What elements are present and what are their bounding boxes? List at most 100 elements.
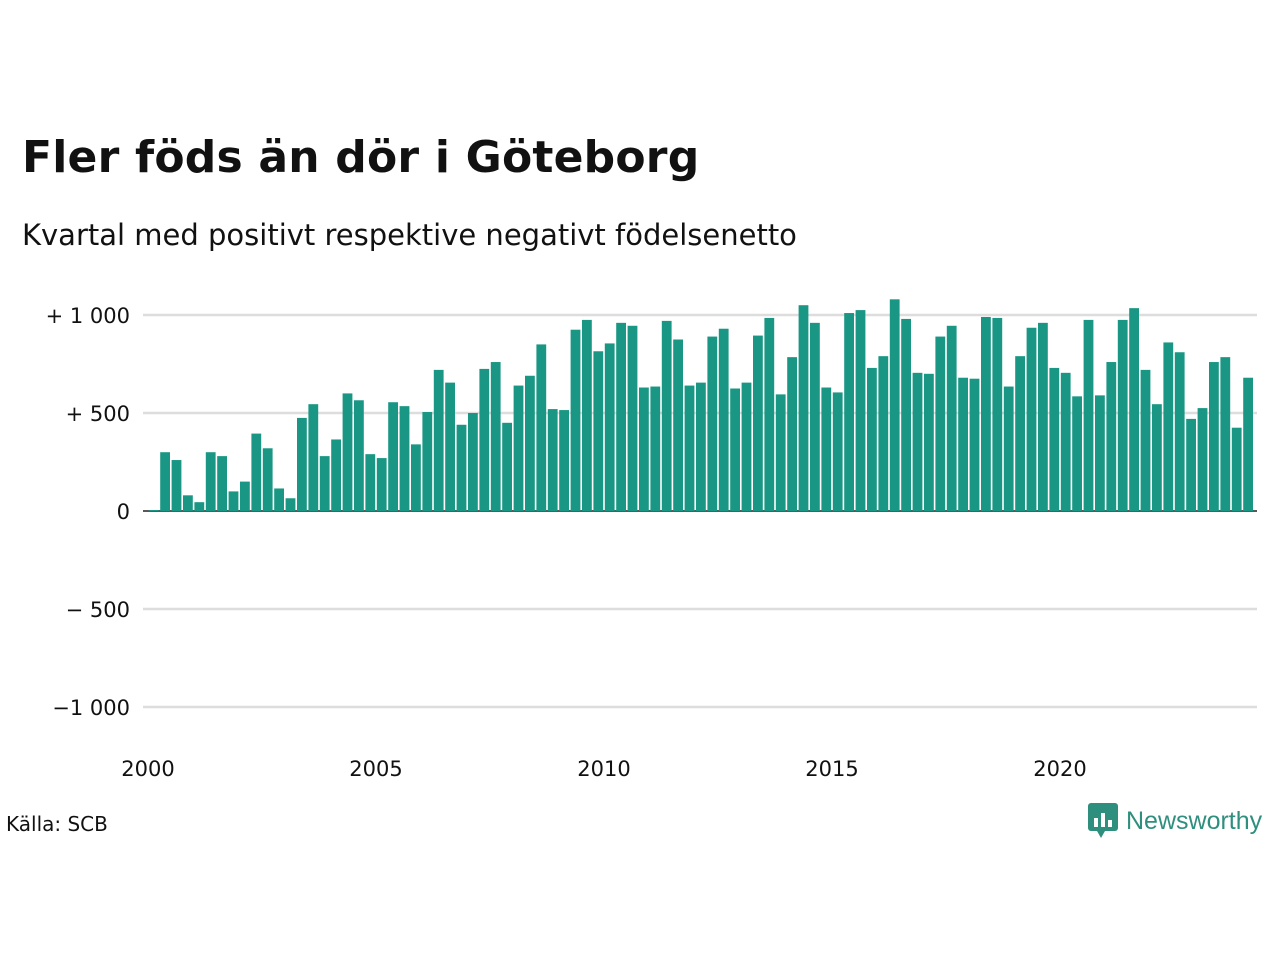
bar — [696, 382, 706, 511]
brand-logo: Newsworthy — [1088, 803, 1262, 839]
bar — [217, 456, 227, 511]
bar — [1049, 367, 1060, 511]
bar — [365, 454, 376, 511]
bar — [1026, 327, 1037, 511]
bar — [525, 375, 535, 511]
bar — [1083, 319, 1094, 511]
bar — [661, 320, 672, 511]
bar — [399, 406, 410, 511]
bar — [889, 299, 900, 511]
bar — [901, 318, 911, 511]
bar — [787, 357, 797, 511]
bar — [331, 439, 341, 511]
bar — [593, 351, 604, 511]
bar — [274, 488, 284, 511]
bar — [1152, 404, 1162, 511]
bar — [171, 460, 182, 511]
bar — [513, 385, 524, 511]
bar — [308, 404, 319, 511]
bar — [958, 377, 968, 511]
bar — [741, 382, 752, 511]
bar — [798, 305, 809, 511]
bar — [878, 356, 889, 511]
bar — [319, 456, 330, 511]
bar — [262, 448, 273, 511]
x-tick-label: 2000 — [121, 757, 174, 781]
bar — [1060, 372, 1071, 511]
bar — [205, 452, 216, 511]
bar — [411, 444, 421, 511]
bar — [570, 329, 581, 511]
bar — [228, 491, 239, 511]
bar — [1072, 396, 1082, 511]
bar — [582, 319, 592, 511]
brand-name: Newsworthy — [1126, 806, 1263, 835]
bar — [650, 386, 661, 511]
bar — [1186, 418, 1196, 511]
bar — [1209, 362, 1219, 511]
y-tick-label: 0 — [117, 500, 130, 524]
bar — [1243, 377, 1253, 511]
bar — [730, 388, 740, 511]
bar — [559, 410, 569, 511]
bar — [912, 372, 923, 511]
bar — [502, 422, 512, 511]
bar — [1095, 395, 1105, 511]
bar — [194, 502, 205, 511]
bar — [1003, 386, 1014, 511]
x-tick-label: 2005 — [349, 757, 402, 781]
bar — [821, 387, 832, 511]
x-tick-label: 2015 — [805, 757, 858, 781]
bar — [753, 335, 763, 511]
bar — [604, 343, 615, 511]
y-tick-label: −1 000 — [52, 696, 130, 720]
bar — [1220, 357, 1231, 511]
bar — [456, 424, 467, 511]
bar-chart: + 1 000 + 500 0 − 500 −1 000 2000 2005 2010 201… — [46, 299, 1257, 781]
chart-title: Fler föds än dör i Göteborg — [22, 132, 700, 183]
bar — [844, 313, 854, 511]
bar — [639, 387, 649, 511]
bar — [981, 316, 991, 511]
bar — [445, 382, 455, 511]
bar — [867, 367, 877, 511]
bar — [479, 368, 490, 511]
bar — [1174, 352, 1185, 511]
bar — [251, 433, 262, 511]
bar — [1015, 356, 1025, 511]
bar — [388, 402, 398, 511]
bar — [924, 373, 934, 511]
bar — [160, 452, 170, 511]
bar — [1231, 427, 1242, 511]
bar — [422, 412, 433, 511]
x-tick-label: 2010 — [577, 757, 630, 781]
bar — [148, 510, 159, 511]
bar — [297, 417, 307, 511]
bar — [832, 392, 843, 511]
bar — [285, 498, 296, 511]
bar — [810, 322, 820, 511]
bar — [673, 339, 683, 511]
bar — [1140, 369, 1151, 511]
bar — [718, 328, 729, 511]
y-axis-ticks: + 1 000 + 500 0 − 500 −1 000 — [46, 304, 130, 720]
bar — [536, 344, 547, 511]
bar — [1163, 342, 1174, 511]
bar — [1117, 319, 1128, 511]
bar — [433, 369, 444, 511]
x-tick-label: 2020 — [1033, 757, 1086, 781]
bar — [490, 362, 501, 511]
chart-subtitle: Kvartal med positivt respektive negativt… — [22, 218, 797, 252]
bar — [616, 322, 626, 511]
bar — [684, 385, 695, 511]
bar — [946, 325, 957, 511]
y-tick-label: + 1 000 — [46, 304, 130, 328]
bar — [969, 378, 980, 511]
bar — [1197, 408, 1208, 511]
bar — [1129, 308, 1139, 511]
bar — [992, 317, 1003, 511]
y-tick-label: − 500 — [66, 598, 130, 622]
bar — [855, 310, 866, 511]
bar — [1038, 322, 1048, 511]
source-note: Källa: SCB — [6, 812, 108, 836]
